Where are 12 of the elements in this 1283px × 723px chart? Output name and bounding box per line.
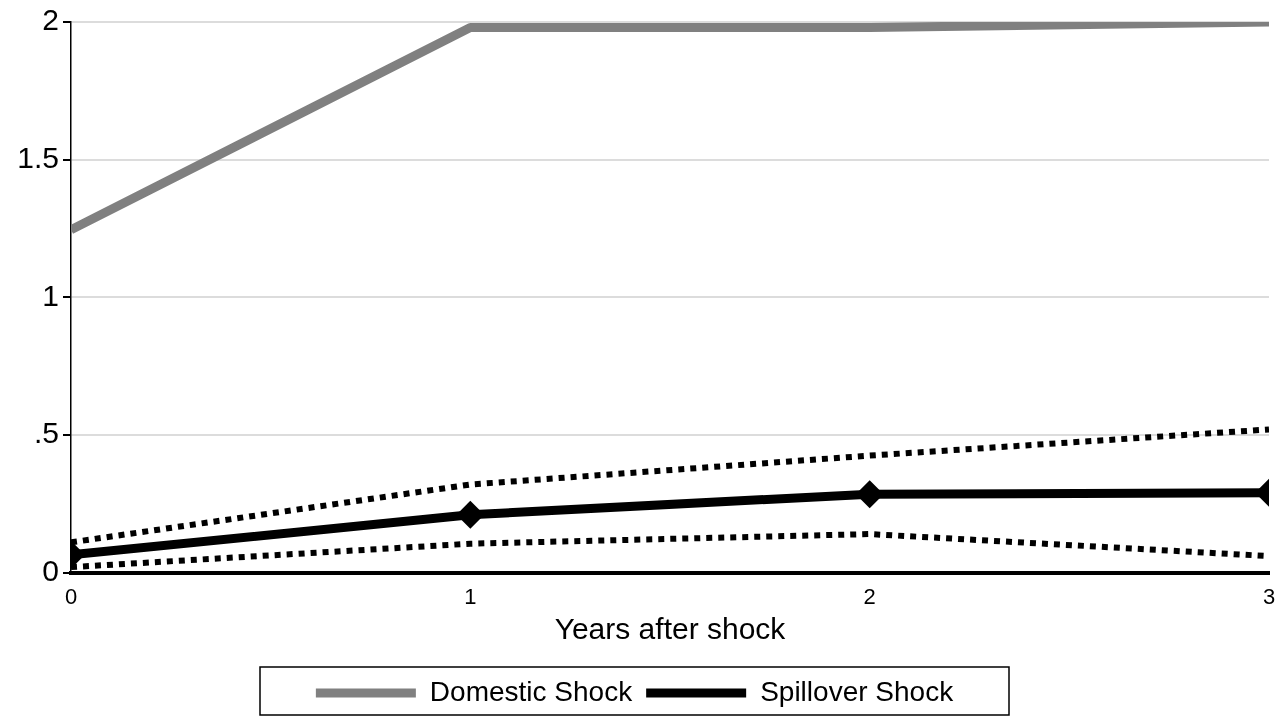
y-tick-label: .5: [33, 416, 59, 450]
legend-label: Spillover Shock: [760, 675, 955, 707]
x-tick-label: 2: [863, 583, 876, 609]
x-axis-title: Years after shock: [554, 612, 787, 646]
x-tick-label: 3: [1262, 583, 1276, 609]
y-tick-label: 1.5: [17, 140, 59, 174]
legend-label: Domestic Shock: [429, 675, 634, 707]
y-tick-label: 1: [42, 278, 59, 312]
x-tick-label: 0: [64, 583, 78, 609]
y-tick-label: 2: [42, 3, 59, 37]
y-tick-label: 0: [42, 553, 59, 587]
x-tick-label: 1: [464, 583, 477, 609]
